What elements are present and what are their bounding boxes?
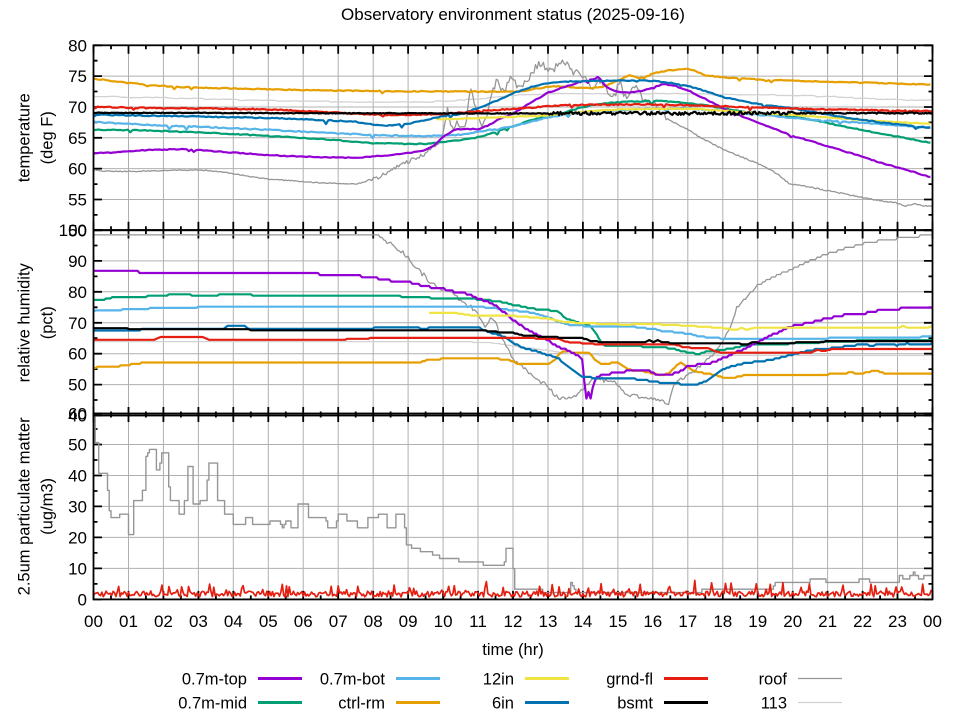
svg-text:75: 75 (68, 67, 87, 86)
svg-text:relative humidity: relative humidity (16, 262, 34, 382)
svg-text:07: 07 (329, 612, 348, 631)
svg-text:04: 04 (224, 612, 243, 631)
svg-text:23: 23 (888, 612, 907, 631)
svg-text:20: 20 (783, 612, 802, 631)
svg-text:40: 40 (68, 407, 87, 426)
svg-text:2.5um particulate matter: 2.5um particulate matter (16, 417, 34, 595)
svg-text:bsmt: bsmt (617, 695, 653, 713)
svg-text:70: 70 (68, 314, 87, 333)
svg-text:08: 08 (364, 612, 383, 631)
svg-text:06: 06 (294, 612, 313, 631)
svg-text:0.7m-mid: 0.7m-mid (178, 695, 247, 713)
svg-text:12in: 12in (483, 671, 514, 689)
svg-text:113: 113 (761, 695, 787, 713)
svg-text:00: 00 (84, 612, 103, 631)
svg-text:temperature: temperature (16, 93, 34, 182)
svg-text:11: 11 (469, 612, 487, 631)
svg-text:50: 50 (68, 221, 87, 240)
svg-text:80: 80 (68, 36, 87, 55)
svg-text:10: 10 (434, 612, 453, 631)
svg-text:02: 02 (154, 612, 173, 631)
svg-text:Observatory environment status: Observatory environment status (2025-09-… (341, 5, 685, 24)
svg-text:60: 60 (68, 345, 87, 364)
svg-text:22: 22 (853, 612, 872, 631)
svg-text:19: 19 (748, 612, 767, 631)
svg-text:05: 05 (259, 612, 278, 631)
svg-text:100: 100 (59, 221, 87, 240)
svg-text:ctrl-rm: ctrl-rm (338, 695, 385, 713)
svg-text:14: 14 (573, 612, 592, 631)
svg-text:13: 13 (539, 612, 558, 631)
svg-text:00: 00 (923, 612, 942, 631)
svg-text:09: 09 (399, 612, 418, 631)
svg-text:10: 10 (68, 559, 87, 578)
svg-text:90: 90 (68, 252, 87, 271)
svg-text:grnd-fl: grnd-fl (606, 671, 653, 689)
svg-text:50: 50 (68, 436, 87, 455)
svg-text:40: 40 (68, 467, 87, 486)
svg-text:21: 21 (818, 612, 837, 631)
svg-text:0.7m-top: 0.7m-top (182, 671, 247, 689)
svg-text:60: 60 (68, 160, 87, 179)
svg-text:20: 20 (68, 528, 87, 547)
svg-text:6in: 6in (492, 695, 514, 713)
svg-text:50: 50 (68, 376, 87, 395)
svg-text:01: 01 (119, 612, 138, 631)
svg-text:65: 65 (68, 129, 87, 148)
svg-text:80: 80 (68, 283, 87, 302)
svg-text:(ug/m3): (ug/m3) (39, 478, 57, 535)
svg-text:17: 17 (678, 612, 697, 631)
svg-text:12: 12 (504, 612, 523, 631)
svg-text:15: 15 (608, 612, 627, 631)
svg-text:(deg F): (deg F) (39, 111, 57, 164)
svg-text:0.7m-bot: 0.7m-bot (320, 671, 386, 689)
svg-text:0: 0 (78, 590, 87, 609)
svg-text:30: 30 (68, 498, 87, 517)
svg-text:70: 70 (68, 98, 87, 117)
svg-text:55: 55 (68, 191, 87, 210)
svg-text:60: 60 (68, 405, 87, 424)
svg-text:roof: roof (759, 671, 788, 689)
svg-text:time (hr): time (hr) (482, 641, 543, 659)
svg-text:(pct): (pct) (39, 306, 57, 339)
svg-text:16: 16 (643, 612, 662, 631)
svg-text:03: 03 (189, 612, 208, 631)
svg-text:18: 18 (713, 612, 732, 631)
